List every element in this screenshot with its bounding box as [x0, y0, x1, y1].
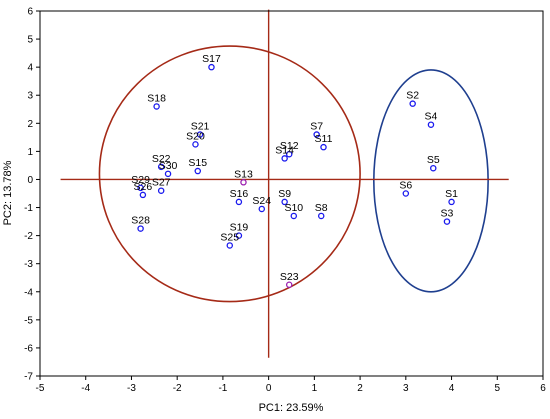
data-point-s5 — [430, 164, 437, 172]
data-point-s6 — [402, 190, 410, 197]
point-label-s14: S14 — [275, 144, 294, 156]
data-point-s12 — [285, 150, 293, 158]
y-tick-label: -2 — [24, 231, 33, 242]
y-tick-label: 5 — [27, 35, 33, 46]
y-tick-label: 4 — [27, 63, 33, 74]
x-tick-label: 3 — [403, 383, 409, 394]
x-tick-label: 5 — [494, 383, 500, 394]
point-label-s5: S5 — [427, 154, 440, 166]
point-label-s26: S26 — [134, 181, 153, 193]
point-label-s10: S10 — [284, 202, 303, 214]
data-point-s4 — [427, 121, 435, 128]
point-label-s18: S18 — [147, 92, 166, 104]
data-point-s22 — [157, 163, 165, 171]
point-label-s20: S20 — [186, 130, 205, 142]
point-label-s4: S4 — [425, 111, 438, 123]
x-axis-title: PC1: 23.59% — [259, 402, 324, 414]
plot-frame — [39, 10, 544, 377]
data-point-s15 — [194, 167, 202, 175]
data-point-s17 — [208, 63, 215, 71]
point-label-s2: S2 — [406, 90, 419, 102]
point-label-s15: S15 — [188, 157, 207, 169]
point-label-s28: S28 — [131, 215, 150, 227]
point-layer — [137, 63, 455, 288]
point-label-s27: S27 — [152, 177, 171, 189]
y-tick-label: 3 — [27, 91, 33, 102]
data-point-s19 — [235, 232, 243, 239]
point-label-s11: S11 — [315, 133, 333, 145]
data-point-s20 — [192, 141, 199, 148]
point-label-s6: S6 — [399, 180, 412, 192]
data-point-s16 — [235, 198, 243, 206]
label-layer: S1S2S3S4S5S6S7S8S9S10S11S12S13S14S15S16S… — [131, 53, 458, 283]
point-label-s25: S25 — [220, 231, 239, 243]
y-tick-label: -5 — [24, 315, 33, 326]
point-label-s30: S30 — [159, 160, 178, 172]
y-tick-label: -3 — [24, 259, 33, 270]
y-tick-label: 6 — [27, 7, 33, 18]
group-ellipse-1 — [98, 45, 361, 303]
point-label-s17: S17 — [202, 53, 221, 65]
y-tick-layer: -7 -6 -5 -4 -3 -2 -1 0 1 2 3 4 5 6 — [24, 7, 40, 383]
data-point-s1 — [448, 198, 455, 206]
data-point-s30 — [164, 170, 172, 178]
point-label-s3: S3 — [441, 208, 454, 220]
group-ellipse-2 — [373, 69, 489, 293]
y-tick-label: -1 — [24, 203, 33, 214]
data-point-s29 — [137, 184, 144, 192]
data-point-s28 — [137, 225, 144, 232]
y-tick-label: 2 — [27, 119, 33, 130]
x-tick-label: 1 — [312, 383, 318, 394]
x-tick-label: 4 — [449, 383, 455, 394]
x-tick-label: 2 — [357, 383, 363, 394]
x-tick-label: -3 — [127, 383, 136, 394]
point-label-s8: S8 — [315, 202, 328, 214]
point-label-s19: S19 — [230, 222, 249, 234]
y-tick-label: -4 — [24, 287, 33, 298]
point-label-s7: S7 — [310, 121, 323, 133]
x-tick-label: -2 — [173, 383, 182, 394]
data-point-s9 — [281, 198, 288, 206]
x-tick-label: -1 — [218, 383, 227, 394]
data-point-s24 — [258, 205, 266, 213]
x-tick-label: -5 — [36, 383, 45, 394]
point-label-s1: S1 — [445, 188, 458, 200]
y-tick-label: -6 — [24, 343, 33, 354]
point-label-s13: S13 — [234, 168, 253, 180]
point-label-s23: S23 — [280, 271, 299, 283]
data-point-s18 — [153, 103, 160, 110]
data-point-s23 — [285, 281, 293, 288]
x-tick-layer: -5 -4 -3 -2 -1 0 1 2 3 4 5 6 — [36, 376, 546, 394]
data-point-s7 — [313, 131, 320, 138]
x-tick-label: -4 — [81, 383, 90, 394]
point-label-s24: S24 — [252, 195, 271, 207]
point-label-s21: S21 — [191, 121, 210, 133]
data-point-s21 — [196, 131, 204, 138]
data-point-s27 — [157, 187, 165, 194]
point-label-s22: S22 — [152, 153, 171, 165]
data-point-s11 — [320, 143, 327, 151]
data-point-s10 — [290, 212, 298, 220]
crosshair-layer — [60, 9, 509, 358]
data-point-s25 — [226, 242, 234, 249]
x-tick-label: 0 — [266, 383, 272, 394]
y-tick-label: -7 — [24, 372, 33, 383]
data-point-s8 — [317, 212, 325, 220]
data-point-s13 — [240, 179, 247, 186]
data-point-s26 — [139, 191, 147, 199]
data-point-s3 — [443, 218, 451, 225]
y-tick-label: 1 — [27, 147, 33, 158]
data-point-s2 — [409, 100, 416, 107]
point-label-s12: S12 — [280, 140, 299, 152]
point-label-s9: S9 — [278, 188, 291, 200]
data-point-s14 — [281, 155, 288, 162]
point-label-s29: S29 — [131, 174, 150, 186]
y-axis-title: PC2: 13.78% — [2, 160, 14, 225]
x-tick-label: 6 — [540, 383, 546, 394]
y-tick-label: 0 — [27, 175, 33, 186]
point-label-s16: S16 — [230, 188, 249, 200]
ellipse-layer — [98, 45, 489, 303]
